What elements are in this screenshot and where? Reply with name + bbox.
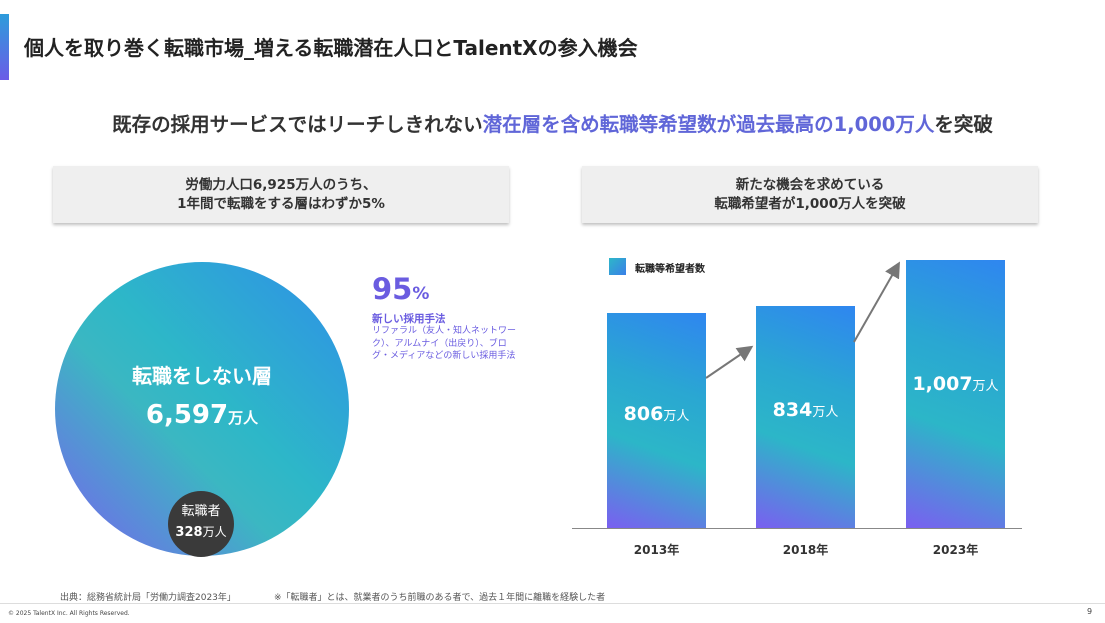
copyright: © 2025 TalentX Inc. All Rights Reserved.: [8, 610, 130, 617]
chart-baseline: [572, 528, 1022, 529]
legend-label: 転職等希望者数: [635, 264, 705, 275]
x-tick-label-0: 2013年: [633, 543, 680, 557]
job-changer-number: 328: [175, 525, 203, 540]
x-tick-label-1: 2018年: [782, 543, 829, 557]
page-title: 個人を取り巻く転職市場_増える転職潜在人口とTalentXの参入機会: [24, 36, 638, 60]
non-job-changer-label: 転職をしない層: [132, 364, 272, 388]
left-header-line1: 労働力人口6,925万人のうち、: [185, 176, 377, 193]
bar-value-label-2: 1,007万人: [912, 372, 999, 395]
headline-pre: 既存の採用サービスではリーチしきれない: [112, 113, 483, 136]
right-header-line2: 転職希望者が1,000万人を突破: [714, 195, 906, 212]
job-changer-label: 転職者: [181, 504, 221, 519]
percentage-value: 95: [372, 272, 413, 306]
left-panel-header: 労働力人口6,925万人のうち、 1年間で転職をする層はわずか5%: [53, 166, 509, 223]
source-note: 出典：総務省統計局「労働力調査2023年」: [60, 593, 236, 603]
headline: 既存の採用サービスではリーチしきれない潜在層を含め転職等希望数が過去最高の1,0…: [0, 108, 1105, 137]
left-header-line2: 1年間で転職をする層はわずか5%: [177, 195, 385, 212]
title-accent-bar: [0, 14, 9, 80]
non-job-changer-unit: 万人: [228, 409, 259, 427]
footer-divider: [0, 603, 1105, 604]
non-job-changer-value: 6,597万人: [55, 400, 349, 430]
job-changer-unit: 万人: [202, 525, 227, 539]
percentage-unit: %: [412, 284, 430, 304]
percentage-description: リファラル（友人・知人ネットワーク）、アルムナイ（出戻り）、ブログ・メディアなど…: [372, 326, 517, 361]
headline-post: を突破: [934, 113, 993, 136]
page-number: 9: [1087, 607, 1093, 616]
right-panel-header: 新たな機会を求めている 転職希望者が1,000万人を突破: [582, 166, 1038, 223]
bar-2: [906, 260, 1005, 528]
percentage-title: 新しい採用手法: [372, 313, 446, 325]
non-job-changer-number: 6,597: [145, 400, 229, 430]
legend-swatch: [609, 258, 626, 275]
arrow-2018-2023: [853, 261, 900, 343]
job-changer-value: 328万人: [168, 523, 234, 540]
percentage-callout: 95%: [372, 272, 429, 306]
bar-value-label-1: 834万人: [772, 399, 839, 422]
bar-1: [756, 306, 855, 528]
bar-0: [607, 313, 706, 528]
right-header-line1: 新たな機会を求めている: [735, 176, 885, 193]
bar-value-label-0: 806万人: [623, 403, 690, 426]
definition-note: ※「転職者」とは、就業者のうち前職のある者で、過去１年間に離職を経験した者: [274, 593, 606, 603]
headline-highlight: 潜在層を含め転職等希望数が過去最高の1,000万人: [482, 113, 935, 136]
x-tick-label-2: 2023年: [932, 543, 979, 557]
job-changer-circle: 転職者 328万人: [168, 491, 234, 557]
arrow-2013-2018: [705, 345, 754, 379]
